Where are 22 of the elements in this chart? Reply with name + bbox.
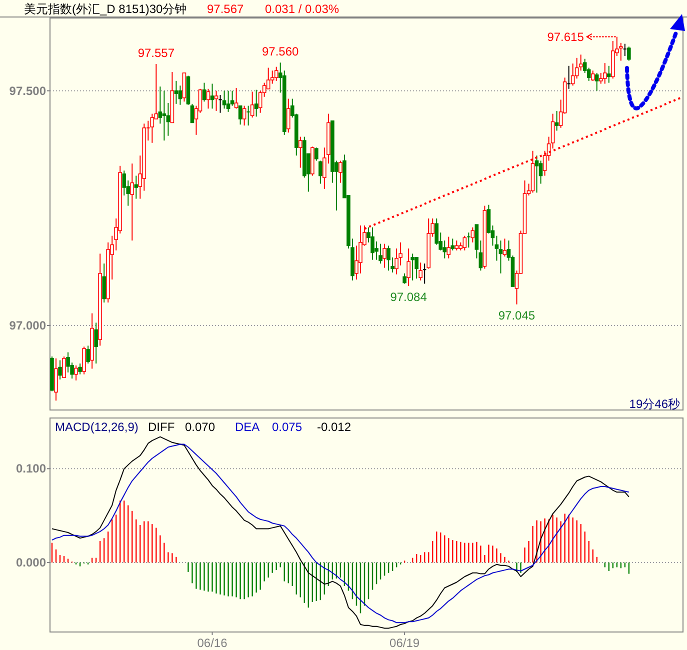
annotation: -0.012	[317, 420, 352, 434]
annotation: 97.045	[498, 308, 536, 322]
text: DEA	[235, 420, 260, 434]
chart-title: 美元指数(外汇_D 8151)30分钟	[24, 2, 187, 16]
chart-title: MACD(12,26,9)	[55, 420, 138, 434]
x-tick-label: 06/19	[390, 636, 420, 650]
y-tick-label: 0.100	[16, 462, 46, 476]
annotation: 19分46秒	[629, 397, 680, 411]
y-tick-label: 0.000	[16, 556, 46, 570]
text: 97.567	[207, 2, 244, 16]
text: 0.031 / 0.03%	[265, 2, 340, 16]
series-label: DIFF	[148, 420, 175, 434]
annotation: 97.560	[262, 44, 300, 59]
y-tick-label: 97.500	[9, 84, 46, 98]
x-tick-label: 06/16	[197, 636, 228, 650]
annotation: 97.084	[390, 290, 428, 304]
annotation: 0.075	[272, 420, 302, 434]
annotation: 97.557	[138, 46, 175, 60]
annotation: 0.070	[185, 420, 216, 434]
line-series	[364, 96, 682, 230]
y-tick-label: 97.000	[9, 318, 46, 332]
annotation: 97.615	[547, 30, 584, 44]
